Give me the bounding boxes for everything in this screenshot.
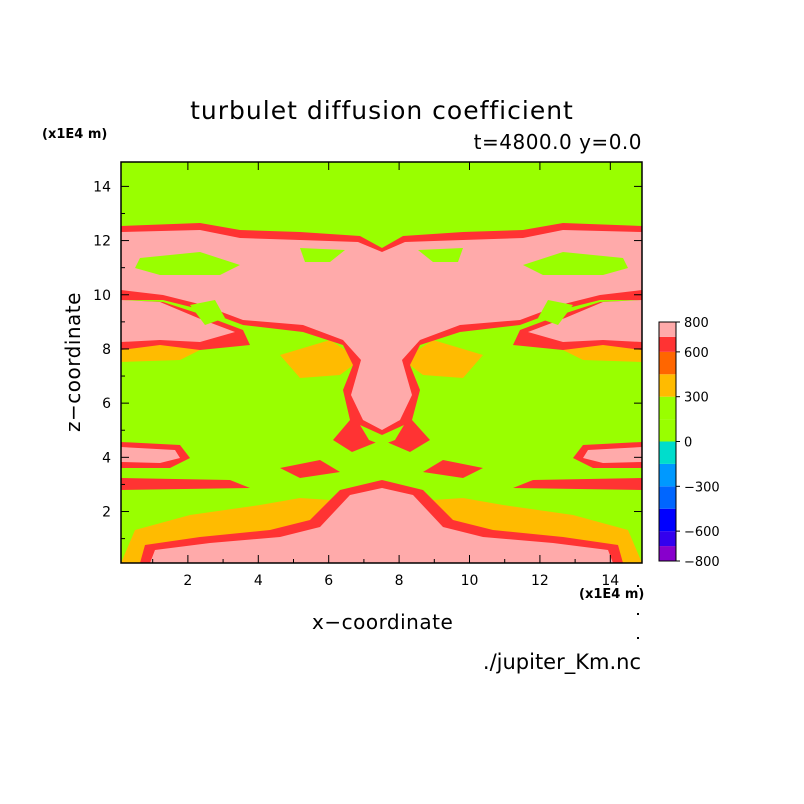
colorbar-level	[659, 322, 676, 337]
x-tick-label: 6	[324, 573, 333, 589]
y-tick-label: 10	[93, 288, 111, 304]
x-tick-label: 12	[531, 573, 549, 589]
y-tick-label: 4	[102, 450, 111, 466]
y-axis-ticks: 2 4 6 8 10 12 14	[93, 179, 642, 540]
x-axis-unit: (x1E4 m)	[579, 587, 645, 602]
colorbar-level	[659, 374, 676, 397]
contour-field	[121, 162, 642, 563]
colorbar-tick-label: −600	[684, 525, 720, 540]
x-tick-label: 8	[395, 573, 404, 589]
colorbar-level	[659, 419, 676, 442]
chart-subtitle: t=4800.0 y=0.0	[473, 130, 642, 154]
colorbar-tick-label: 800	[684, 316, 709, 331]
colorbar-level	[659, 546, 676, 561]
marker-dot	[637, 637, 639, 639]
colorbar-level	[659, 351, 676, 375]
colorbar-tick-label: 300	[684, 391, 709, 406]
contour-level-pink	[121, 230, 642, 563]
colorbar-level	[659, 396, 676, 420]
x-tick-label: 10	[461, 573, 479, 589]
plot-frame	[120, 161, 643, 564]
y-tick-label: 6	[102, 396, 111, 412]
source-file-label: ./jupiter_Km.nc	[482, 650, 641, 674]
z-axis-unit: (x1E4 m)	[42, 127, 108, 142]
y-tick-label: 8	[102, 342, 111, 358]
y-tick-label: 2	[102, 505, 111, 521]
colorbar-tick-label: −800	[684, 555, 720, 570]
y-tick-label: 12	[93, 234, 111, 250]
x-tick-label: 4	[254, 573, 263, 589]
x-tick-label: 14	[601, 573, 619, 589]
colorbar-level	[659, 531, 676, 547]
colorbar-level	[659, 336, 676, 352]
colorbar-tick-label: −300	[684, 480, 720, 495]
x-axis-ticks: 2 4 6 8 10 12 14	[152, 162, 619, 589]
colorbar-level	[659, 463, 676, 487]
colorbar-tick-label: 600	[684, 346, 709, 361]
y-tick-label: 14	[93, 179, 111, 195]
colorbar-level	[659, 486, 676, 509]
marker-dot	[637, 613, 639, 615]
contour-level-green-islands	[135, 248, 628, 445]
x-axis-label: x−coordinate	[312, 610, 454, 634]
colorbar: 800 600 300 0 −300 −600 −800	[658, 316, 720, 570]
marker-dot	[637, 585, 639, 587]
colorbar-level	[659, 441, 676, 464]
axis-markers	[637, 585, 639, 639]
colorbar-tick-label: 0	[684, 436, 692, 451]
x-tick-label: 2	[183, 573, 192, 589]
chart-title: turbulet diffusion coefficient	[190, 96, 574, 125]
colorbar-level	[659, 508, 676, 532]
